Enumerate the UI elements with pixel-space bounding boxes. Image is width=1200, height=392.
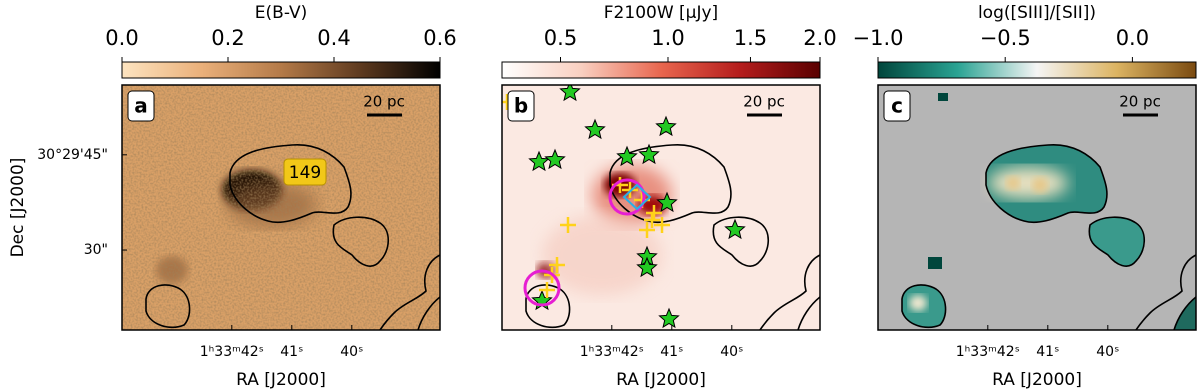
x-tick-label: 40ˢ xyxy=(340,344,363,360)
y-tick-label: 30" xyxy=(84,242,108,258)
star-marker xyxy=(724,218,746,240)
star-marker xyxy=(584,118,606,140)
star-marker xyxy=(559,85,581,102)
star-marker xyxy=(544,148,566,170)
star-marker xyxy=(658,307,680,329)
annotation: 149 xyxy=(289,163,321,183)
colorbar-tick-label: −0.5 xyxy=(980,26,1031,50)
colorbar-label: log([SIII]/[SII]) xyxy=(978,3,1096,23)
panel-label: c xyxy=(891,94,903,118)
x-tick-label: 41ˢ xyxy=(1036,344,1059,360)
colorbar xyxy=(121,61,441,79)
diamond-marker xyxy=(622,183,652,211)
panel-label-box xyxy=(507,90,535,122)
y-tick-label: 30°29'45" xyxy=(37,147,108,163)
scale-bar-label: 20 pc xyxy=(363,93,405,111)
star-marker xyxy=(655,115,677,137)
x-axis-label: RA [J2000] xyxy=(236,370,326,390)
colorbar-tick-label: 1.0 xyxy=(651,26,684,50)
x-tick-label: 1ʰ33ᵐ42ˢ xyxy=(200,344,264,360)
colorbar-label: E(B-V) xyxy=(255,3,307,23)
colorbar-tick-label: 0.6 xyxy=(423,26,456,50)
x-tick-label: 41ˢ xyxy=(660,344,683,360)
panel-label-box xyxy=(127,90,155,122)
x-tick-label: 1ʰ33ᵐ42ˢ xyxy=(580,344,644,360)
colorbar-label: F2100W [μJy] xyxy=(604,3,718,23)
star-marker xyxy=(528,150,550,172)
x-axis-label: RA [J2000] xyxy=(616,370,706,390)
scale-bar-label: 20 pc xyxy=(743,93,785,111)
star-marker xyxy=(636,256,658,278)
panel-frame xyxy=(121,84,441,331)
panel-label: b xyxy=(514,94,528,118)
scale-bar-label: 20 pc xyxy=(1119,93,1161,111)
panel-c-image xyxy=(878,85,1196,330)
x-tick-label: 1ʰ33ᵐ42ˢ xyxy=(956,344,1020,360)
colorbar-tick-label: 1.5 xyxy=(734,26,767,50)
panel-frame xyxy=(877,84,1197,331)
circle-marker xyxy=(608,178,646,216)
star-marker xyxy=(656,191,678,213)
colorbar-tick-label: −1.0 xyxy=(853,26,904,50)
colorbar-tick-label: 0.0 xyxy=(1116,26,1149,50)
colorbar-tick-label: 0.5 xyxy=(544,26,577,50)
annotation-box xyxy=(283,158,327,186)
y-axis-label: Dec [J2000] xyxy=(8,158,28,258)
panel-a-image xyxy=(122,85,440,330)
x-tick-label: 40ˢ xyxy=(1096,344,1119,360)
x-tick-label: 41ˢ xyxy=(280,344,303,360)
panel-label-box xyxy=(883,90,911,122)
x-tick-label: 40ˢ xyxy=(720,344,743,360)
colorbar-tick-label: 2.0 xyxy=(803,26,836,50)
colorbar xyxy=(877,61,1197,79)
star-marker xyxy=(616,145,638,167)
colorbar-tick-label: 0.0 xyxy=(105,26,138,50)
x-axis-label: RA [J2000] xyxy=(992,370,1082,390)
colorbar xyxy=(501,61,821,79)
panel-frame xyxy=(501,84,821,331)
circle-marker xyxy=(523,269,561,307)
panel-b-image xyxy=(502,85,820,330)
colorbar-tick-label: 0.4 xyxy=(317,26,350,50)
panel-label: a xyxy=(134,94,148,118)
colorbar-tick-label: 0.2 xyxy=(211,26,244,50)
star-marker xyxy=(638,143,660,165)
